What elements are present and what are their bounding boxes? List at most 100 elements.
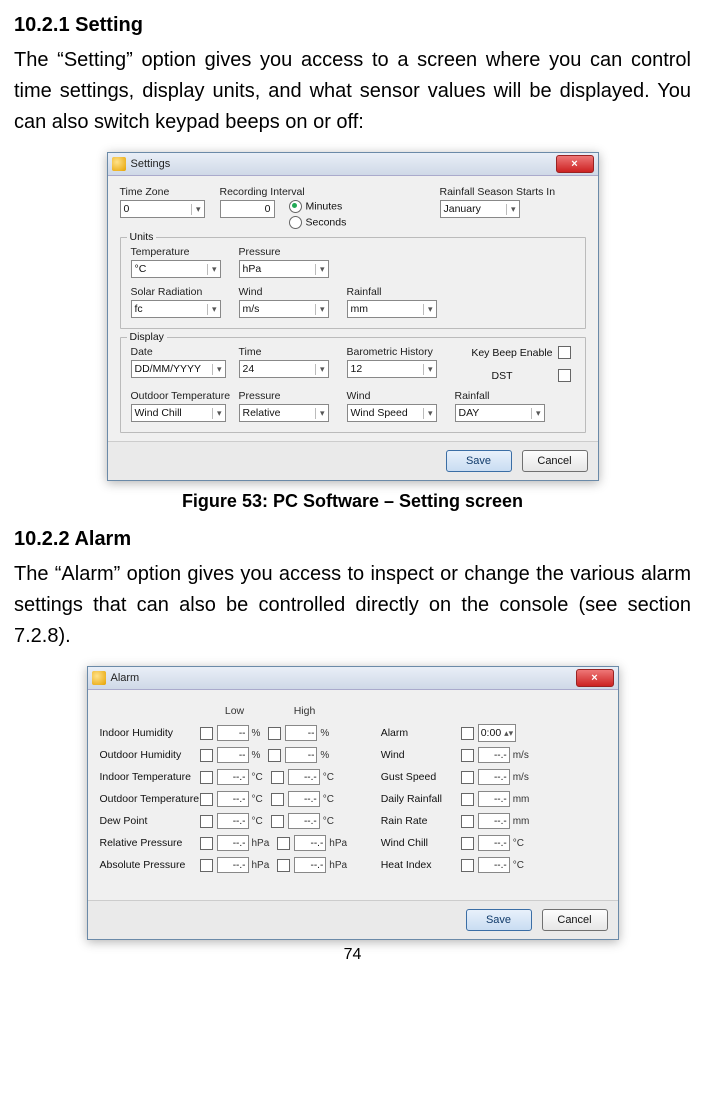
unit-label: hPa [252, 838, 270, 849]
unit-label: % [252, 750, 261, 761]
close-icon[interactable]: × [556, 155, 594, 173]
alarm-high-input[interactable]: --.- [288, 791, 320, 807]
alarm-low-checkbox[interactable] [200, 859, 213, 872]
alarm-checkbox[interactable] [461, 749, 474, 762]
alarm-label: Wind [381, 749, 461, 761]
alarm-label: Heat Index [381, 859, 461, 871]
alarm-checkbox[interactable] [461, 727, 474, 740]
solar-label: Solar Radiation [131, 286, 239, 298]
keybeep-checkbox[interactable]: Key Beep Enable [455, 346, 575, 359]
alarm-low-checkbox[interactable] [200, 793, 213, 806]
alarm-label: Absolute Pressure [100, 859, 200, 871]
alarm-low-input[interactable]: --.- [217, 769, 249, 785]
baro-select[interactable]: 12▾ [347, 360, 437, 378]
press-select[interactable]: hPa▾ [239, 260, 329, 278]
temp-select[interactable]: °C▾ [131, 260, 221, 278]
alarm-low-checkbox[interactable] [200, 727, 213, 740]
alarm-low-checkbox[interactable] [200, 749, 213, 762]
unit-label: °C [252, 816, 263, 827]
date-select[interactable]: DD/MM/YYYY▾ [131, 360, 226, 378]
alarm-high-checkbox[interactable] [277, 837, 290, 850]
alarm-input[interactable]: --.- [478, 747, 510, 763]
alarm-input[interactable]: --.- [478, 791, 510, 807]
alarm-high-input[interactable]: --.- [288, 769, 320, 785]
alarm-low-input[interactable]: --.- [217, 791, 249, 807]
alarm-save-button[interactable]: Save [466, 909, 532, 931]
unit-label: % [252, 728, 261, 739]
rainseason-label: Rainfall Season Starts In [440, 186, 570, 198]
alarm-label: Indoor Humidity [100, 727, 200, 739]
alarm-low-input[interactable]: --.- [217, 857, 249, 873]
close-icon[interactable]: × [576, 669, 614, 687]
alarm-row: Relative Pressure--.-hPa--.-hPa [100, 832, 378, 854]
unit-label: °C [323, 816, 334, 827]
minutes-radio[interactable]: Minutes [289, 200, 347, 213]
disp-wind-select[interactable]: Wind Speed▾ [347, 404, 437, 422]
solar-select[interactable]: fc▾ [131, 300, 221, 318]
disp-press-select[interactable]: Relative▾ [239, 404, 329, 422]
alarm-label: Outdoor Temperature [100, 793, 200, 805]
outtemp-select[interactable]: Wind Chill▾ [131, 404, 226, 422]
rainseason-select[interactable]: January▾ [440, 200, 520, 218]
units-legend: Units [127, 231, 157, 243]
recint-input[interactable]: 0 [220, 200, 275, 218]
baro-label: Barometric History [347, 346, 455, 358]
disp-rain-select[interactable]: DAY▾ [455, 404, 545, 422]
alarm-checkbox[interactable] [461, 837, 474, 850]
alarm-input[interactable]: --.- [478, 857, 510, 873]
rain-select[interactable]: mm▾ [347, 300, 437, 318]
alarm-row: Alarm0:00▴▾ [381, 722, 604, 744]
unit-label: hPa [252, 860, 270, 871]
cancel-button[interactable]: Cancel [522, 450, 588, 472]
unit-label: hPa [329, 860, 347, 871]
section-heading-2: 10.2.2 Alarm [14, 528, 691, 551]
alarm-low-input[interactable]: --.- [217, 835, 249, 851]
alarm-low-checkbox[interactable] [200, 771, 213, 784]
alarm-high-input[interactable]: -- [285, 747, 317, 763]
disp-press-label: Pressure [239, 390, 347, 402]
unit-label: °C [252, 772, 263, 783]
save-button[interactable]: Save [446, 450, 512, 472]
unit-label: °C [323, 794, 334, 805]
alarm-time-input[interactable]: 0:00▴▾ [478, 724, 516, 742]
wind-select[interactable]: m/s▾ [239, 300, 329, 318]
alarm-high-checkbox[interactable] [271, 771, 284, 784]
alarm-high-checkbox[interactable] [277, 859, 290, 872]
alarm-row: Indoor Humidity--%--% [100, 722, 378, 744]
timezone-select[interactable]: 0▾ [120, 200, 205, 218]
alarm-low-input[interactable]: -- [217, 747, 249, 763]
alarm-high-input[interactable]: -- [285, 725, 317, 741]
alarm-checkbox[interactable] [461, 771, 474, 784]
alarm-input[interactable]: --.- [478, 769, 510, 785]
alarm-high-input[interactable]: --.- [294, 857, 326, 873]
alarm-high-checkbox[interactable] [271, 793, 284, 806]
alarm-checkbox[interactable] [461, 793, 474, 806]
dst-checkbox[interactable]: DST [455, 369, 575, 382]
time-select[interactable]: 24▾ [239, 360, 329, 378]
recint-label: Recording Interval [220, 186, 360, 198]
alarm-low-input[interactable]: -- [217, 725, 249, 741]
alarm-low-checkbox[interactable] [200, 815, 213, 828]
alarm-checkbox[interactable] [461, 859, 474, 872]
unit-label: % [320, 750, 329, 761]
rain-label: Rainfall [347, 286, 455, 298]
alarm-high-input[interactable]: --.- [294, 835, 326, 851]
seconds-radio[interactable]: Seconds [289, 216, 347, 229]
alarm-cancel-button[interactable]: Cancel [542, 909, 608, 931]
unit-label: mm [513, 816, 530, 827]
alarm-high-checkbox[interactable] [268, 749, 281, 762]
unit-label: mm [513, 794, 530, 805]
alarm-checkbox[interactable] [461, 815, 474, 828]
alarm-high-checkbox[interactable] [271, 815, 284, 828]
display-fieldset: Display Date DD/MM/YYYY▾ Time 24▾ Barome… [120, 337, 586, 433]
alarm-input[interactable]: --.- [478, 835, 510, 851]
alarm-label: Relative Pressure [100, 837, 200, 849]
alarm-low-input[interactable]: --.- [217, 813, 249, 829]
unit-label: °C [323, 772, 334, 783]
alarm-input[interactable]: --.- [478, 813, 510, 829]
alarm-high-checkbox[interactable] [268, 727, 281, 740]
alarm-high-input[interactable]: --.- [288, 813, 320, 829]
alarm-low-checkbox[interactable] [200, 837, 213, 850]
alarm-row: Outdoor Humidity--%--% [100, 744, 378, 766]
units-fieldset: Units Temperature °C▾ Pressure hPa▾ Sola… [120, 237, 586, 329]
